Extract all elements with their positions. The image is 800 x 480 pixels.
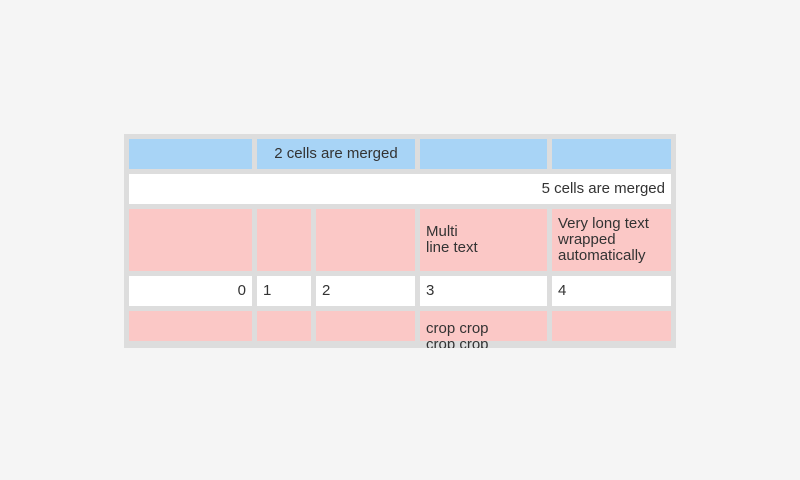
cell-r3c3-number[interactable]: 3 xyxy=(420,276,547,306)
cell-text: crop crop crop crop xyxy=(426,320,489,349)
cell-text: 5 cells are merged xyxy=(541,180,665,197)
table-row: 5 cells are merged xyxy=(129,174,671,204)
cell-r2c2[interactable] xyxy=(316,209,415,271)
cell-r2c3-multiline[interactable]: Multi line text xyxy=(420,209,547,271)
cell-r4c2[interactable] xyxy=(316,311,415,341)
cell-r4c1[interactable] xyxy=(257,311,311,341)
cell-r4c3-cropped-text[interactable]: crop crop crop crop xyxy=(420,311,547,348)
cell-r3c1-number[interactable]: 1 xyxy=(257,276,311,306)
cell-r0c4[interactable] xyxy=(552,139,671,169)
cell-r0c0[interactable] xyxy=(129,139,252,169)
cell-r4c0[interactable] xyxy=(129,311,252,341)
cell-text: 4 xyxy=(558,282,567,299)
cell-r3c2-number[interactable]: 2 xyxy=(316,276,415,306)
cell-text: 0 xyxy=(237,282,246,299)
table-row: crop crop crop crop xyxy=(129,311,671,348)
cell-r2c0[interactable] xyxy=(129,209,252,271)
cell-r0-merged-2cells[interactable]: 2 cells are merged xyxy=(257,139,415,169)
cell-r0c3[interactable] xyxy=(420,139,547,169)
cell-r1-merged-5cells[interactable]: 5 cells are merged xyxy=(129,174,671,204)
cell-r2c4-wrapped[interactable]: Very long text wrapped automatically xyxy=(552,209,671,271)
cell-text: Multi line text xyxy=(426,223,478,256)
cell-r3c0-number[interactable]: 0 xyxy=(129,276,252,306)
table-row: 2 cells are merged xyxy=(129,139,671,169)
cell-r3c4-number[interactable]: 4 xyxy=(552,276,671,306)
cell-r4c4[interactable] xyxy=(552,311,671,341)
cell-text: 1 xyxy=(263,282,272,299)
cell-text: 2 cells are merged xyxy=(274,145,398,162)
table-widget[interactable]: 2 cells are merged 5 cells are merged xyxy=(124,134,676,348)
cell-text: Very long text wrapped automatically xyxy=(558,215,649,264)
table-row: 0 1 2 3 4 xyxy=(129,276,671,306)
cell-r2c1[interactable] xyxy=(257,209,311,271)
cell-text: 2 xyxy=(322,282,331,299)
table-row: Multi line text Very long text wrapped a… xyxy=(129,209,671,271)
cell-text: 3 xyxy=(426,282,435,299)
